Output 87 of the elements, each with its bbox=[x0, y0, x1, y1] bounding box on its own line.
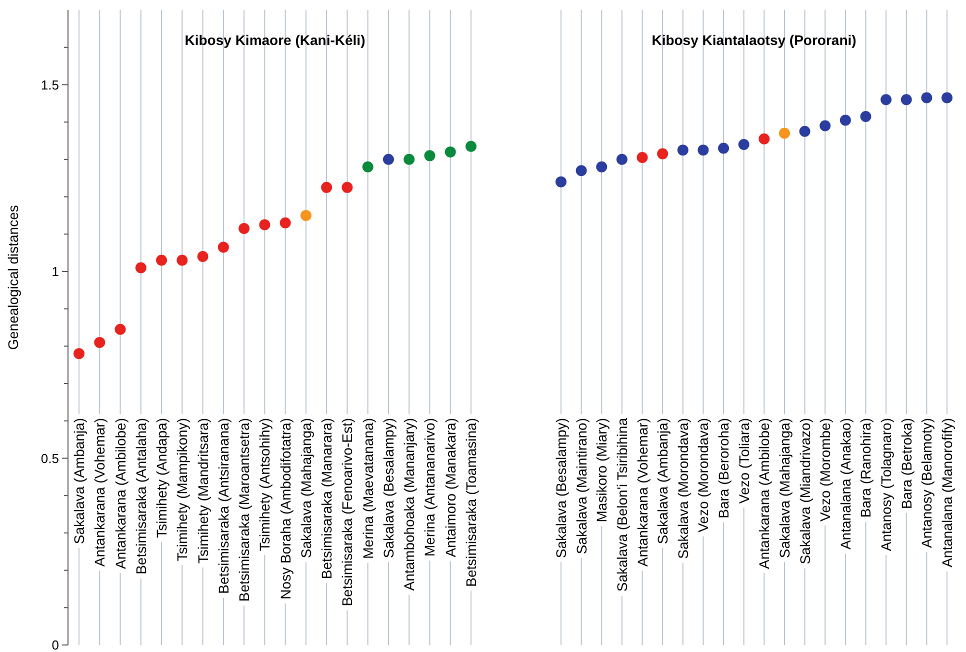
x-tick-label: Tsimihety (Antsohihy) bbox=[256, 418, 273, 552]
x-tick-label: Antankarana (Vohemar) bbox=[92, 418, 108, 567]
point bbox=[259, 219, 270, 230]
point bbox=[156, 254, 168, 266]
y-axis-title: Genealogical distances bbox=[5, 205, 21, 350]
y-tick-label: 1.5 bbox=[40, 77, 59, 92]
point bbox=[880, 94, 892, 106]
point bbox=[820, 120, 831, 132]
point bbox=[300, 210, 312, 221]
x-tick-label: Antankarana (Ambilobe) bbox=[112, 418, 128, 569]
x-tick-label: Tsimihety (Andapa) bbox=[154, 418, 170, 538]
x-tick-label: Antankarana (Ambilobe) bbox=[756, 418, 772, 569]
point bbox=[921, 92, 932, 104]
point bbox=[342, 182, 353, 193]
point bbox=[238, 223, 250, 234]
x-tick-label: Sakalava (Mahajanga) bbox=[298, 418, 314, 558]
point bbox=[718, 142, 730, 154]
x-tick-label: Bara (Betroka) bbox=[898, 418, 914, 510]
point bbox=[466, 140, 476, 152]
x-tick-label: Betsimisaraka (Maroantsetra) bbox=[236, 418, 252, 602]
x-tick-label: Tsimihety (Mampikony) bbox=[174, 418, 190, 562]
x-tick-label: Vezo (Toliara) bbox=[736, 418, 752, 504]
point bbox=[840, 114, 851, 126]
point bbox=[424, 150, 436, 162]
point bbox=[616, 154, 628, 165]
x-tick-label: Bara (Ranohira) bbox=[858, 418, 874, 518]
point bbox=[657, 148, 668, 160]
point bbox=[280, 217, 291, 228]
y-tick-label: 0 bbox=[52, 638, 59, 652]
x-tick-label: Sakalava (Mahajanga) bbox=[776, 418, 792, 558]
point bbox=[94, 336, 106, 348]
x-tick-label: Sakalava (Maintirano) bbox=[573, 418, 590, 554]
x-tick-label: Betsimisaraka (Fenoarivo-Est) bbox=[339, 418, 356, 606]
x-tick-label: Sakalava (Morondava) bbox=[674, 418, 691, 559]
x-tick-label: Betsimisaraka (Antsiranana) bbox=[215, 418, 232, 594]
x-tick-label: Sakalava (Besalampy) bbox=[553, 418, 569, 558]
point bbox=[738, 138, 750, 150]
x-tick-label: Sakalava (Belon'i Tsiribihina bbox=[614, 418, 630, 592]
x-tick-label: Betsimisaraka (Antalaha) bbox=[132, 418, 149, 574]
x-tick-label: Merina (Maevatanana) bbox=[360, 418, 376, 559]
point bbox=[197, 251, 208, 262]
point bbox=[135, 262, 146, 274]
x-tick-label: Masikoro (Miary) bbox=[594, 418, 610, 522]
point bbox=[677, 144, 688, 156]
point bbox=[860, 110, 872, 122]
point bbox=[218, 242, 229, 253]
x-tick-label: Tsimihety (Mandritsara) bbox=[194, 418, 211, 564]
point bbox=[321, 182, 332, 193]
x-tick-label: Vezo (Morombe) bbox=[817, 418, 834, 522]
x-tick-label: Betsimisaraka (Manarara) bbox=[318, 418, 335, 580]
x-tick-label: Bara (Beroroha) bbox=[716, 418, 732, 518]
x-tick-label: Antanosy (Tolagnaro) bbox=[878, 418, 894, 552]
x-tick-label: Sakalava (Miandrivazo) bbox=[796, 418, 813, 564]
x-tick-label: Merina (Antananarivo) bbox=[422, 418, 438, 557]
point bbox=[404, 154, 415, 165]
point bbox=[382, 154, 394, 165]
point bbox=[114, 324, 126, 335]
x-tick-label: Vezo (Morondava) bbox=[695, 418, 712, 532]
x-tick-label: Antanalana (Anakao) bbox=[837, 418, 854, 550]
point bbox=[698, 144, 709, 156]
point bbox=[556, 176, 566, 188]
point bbox=[596, 161, 608, 172]
point bbox=[444, 146, 456, 158]
x-tick-label: Sakalava (Ambanja) bbox=[654, 418, 671, 544]
x-tick-label: Betsimisaraka (Toamasina) bbox=[463, 418, 479, 587]
y-tick-label: 1 bbox=[52, 264, 59, 280]
x-tick-label: Sakalava (Besalampy) bbox=[380, 418, 396, 558]
x-tick-label: Antaimoro (Manakara) bbox=[442, 418, 458, 558]
x-tick-label: Antankarana (Vohemar) bbox=[634, 418, 650, 567]
point bbox=[74, 348, 84, 360]
point bbox=[176, 254, 188, 266]
point bbox=[576, 165, 587, 176]
text: Kibosy Kiantalaotsy (Pororani) bbox=[652, 32, 856, 48]
point bbox=[362, 161, 374, 172]
point bbox=[799, 126, 810, 137]
x-tick-label: Nosy Boraha (Ambodifotatra) bbox=[277, 418, 294, 600]
point bbox=[942, 92, 952, 104]
point bbox=[636, 152, 648, 164]
x-tick-label: Antanalana (Manorofify) bbox=[939, 418, 955, 568]
point bbox=[900, 94, 912, 106]
x-tick-label: Antambohoaka (Mananjary) bbox=[401, 418, 418, 591]
x-tick-label: Antanosy (Belamoty) bbox=[918, 418, 935, 548]
x-tick-label: Sakalava (Ambanja) bbox=[71, 418, 87, 544]
y-tick-label: 0.5 bbox=[40, 450, 59, 466]
text: Kibosy Kimaore (Kani-Kéli) bbox=[184, 32, 366, 48]
point bbox=[778, 128, 790, 139]
point bbox=[758, 133, 770, 144]
